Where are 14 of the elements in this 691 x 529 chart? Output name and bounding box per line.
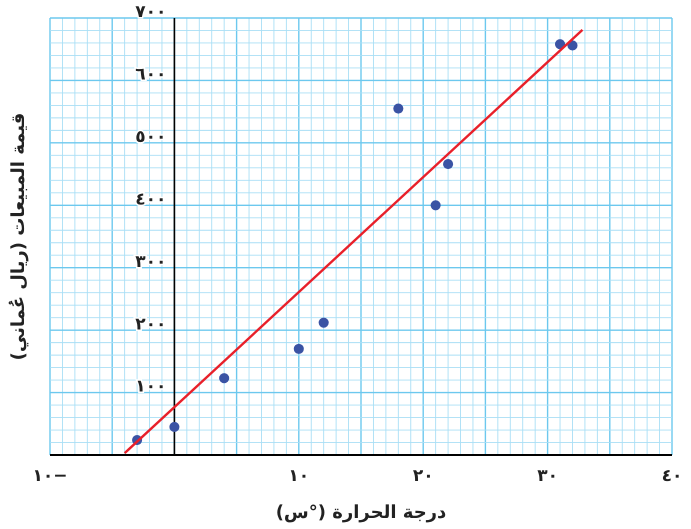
y-tick-label: ٧٠٠ — [135, 2, 166, 22]
x-tick-label: ١٠− — [32, 466, 68, 486]
y-tick-label: ٣٠٠ — [135, 252, 166, 272]
y-tick-label: ١٠٠ — [135, 376, 166, 397]
x-tick-label: ٣٠ — [537, 466, 558, 486]
x-axis-title: درجة الحرارة (°س) — [276, 502, 446, 523]
x-tick-label: ١٠ — [288, 466, 310, 486]
y-tick-label: ٥٠٠ — [135, 127, 166, 148]
x-tick-label: ٤٠ — [662, 466, 682, 486]
y-tick-label: ٦٠٠ — [135, 64, 166, 85]
y-tick-label: ٢٠٠ — [135, 314, 166, 334]
y-axis-title: قيمة المبيعات (ريال عُماني) — [8, 112, 29, 360]
x-tick-label: ٢٠ — [412, 466, 434, 486]
y-tick-label: ٤٠٠ — [135, 189, 166, 210]
